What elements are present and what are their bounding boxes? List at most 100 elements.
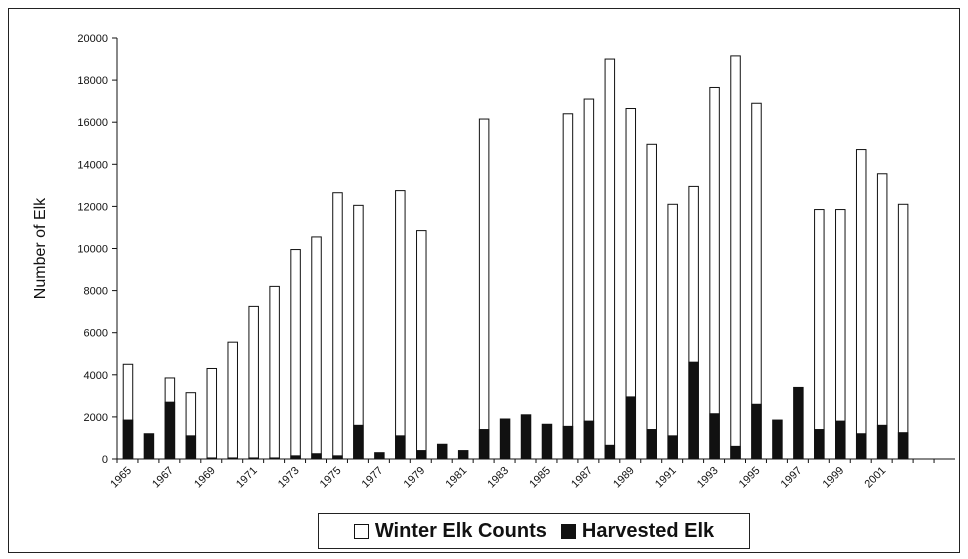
bar-harvested-elk [584,421,594,459]
legend-swatch-harvested [561,524,576,539]
bar-winter-elk-count [291,250,301,459]
y-tick-label: 10000 [77,244,108,256]
legend-label-winter: Winter Elk Counts [375,520,547,543]
bar-harvested-elk [731,446,741,459]
bar-winter-elk-count [228,342,238,459]
bar-winter-elk-count [877,174,887,459]
bar-winter-elk-count [333,193,343,459]
bar-winter-elk-count [270,286,280,459]
y-axis: 0200040006000800010000120001400016000180… [77,33,117,466]
bar-winter-elk-count [898,204,908,459]
bar-harvested-elk [375,453,385,459]
bar-harvested-elk [354,425,364,459]
bar-harvested-elk [479,430,489,459]
bars [123,56,908,459]
bar-winter-elk-count [563,114,573,459]
legend-swatch-winter [354,524,369,539]
x-tick-label: 1973 [276,465,302,491]
x-tick-label: 1995 [737,465,763,491]
y-axis-label: Number of Elk [32,197,49,299]
x-tick-label: 1991 [653,465,679,491]
bar-harvested-elk [144,434,154,459]
bar-harvested-elk [249,458,258,459]
x-tick-label: 1969 [192,465,218,491]
x-tick-label: 1979 [402,465,428,491]
y-tick-label: 16000 [77,117,108,129]
bar-harvested-elk [856,434,866,459]
bar-winter-elk-count [417,231,427,459]
bar-harvested-elk [877,425,887,459]
bar-harvested-elk [228,458,238,459]
bar-harvested-elk [626,397,636,459]
x-axis: 1965 1967 1969 1971 1973 1975 1977 1979 1981 1983… [108,459,955,490]
bar-harvested-elk [563,426,573,459]
bar-winter-elk-count [731,56,741,459]
x-tick-label: 1977 [360,465,386,491]
y-tick-label: 4000 [84,370,108,382]
bar-harvested-elk [500,419,510,459]
bar-harvested-elk [396,436,406,459]
x-tick-label: 1987 [569,465,595,491]
x-tick-label: 1997 [779,465,805,491]
bar-winter-elk-count [249,306,258,459]
bar-harvested-elk [773,420,783,459]
x-tick-label: 1993 [695,465,721,491]
bar-harvested-elk [333,456,343,459]
bar-winter-elk-count [815,210,825,459]
bar-harvested-elk [794,387,804,459]
y-tick-label: 2000 [84,412,108,424]
x-tick-label: 2001 [862,465,888,491]
bar-winter-elk-count [584,99,594,459]
x-tick-label: 1985 [527,465,553,491]
bar-harvested-elk [689,362,699,459]
x-tick-label: 1983 [485,465,511,491]
bar-harvested-elk [270,458,280,459]
bar-harvested-elk [312,454,322,459]
x-tick-label: 1965 [108,465,134,491]
bar-harvested-elk [898,433,908,459]
y-tick-label: 20000 [77,33,108,45]
bar-harvested-elk [710,414,720,459]
bar-winter-elk-count [668,204,678,459]
x-tick-label: 1981 [443,465,469,491]
x-tick-label: 1975 [318,465,344,491]
bar-harvested-elk [668,436,678,459]
legend-item-winter: Winter Elk Counts [354,520,547,543]
x-tick-label: 1971 [234,465,260,491]
bar-harvested-elk [123,420,133,459]
bar-winter-elk-count [207,368,217,459]
bar-winter-elk-count [710,87,720,459]
bar-harvested-elk [521,415,531,459]
bar-harvested-elk [207,458,217,459]
bar-harvested-elk [542,424,552,459]
x-tick-label: 1967 [150,465,176,491]
legend-label-harvested: Harvested Elk [582,520,714,543]
y-tick-label: 18000 [77,75,108,87]
bar-harvested-elk [647,430,657,459]
y-tick-label: 6000 [84,328,108,340]
y-tick-label: 8000 [84,286,108,298]
y-tick-label: 14000 [77,159,108,171]
legend: Winter Elk Counts Harvested Elk [318,513,750,549]
bar-harvested-elk [458,451,468,459]
bar-harvested-elk [186,436,196,459]
y-tick-label: 12000 [77,201,108,213]
bar-winter-elk-count [647,144,657,459]
x-tick-label: 1989 [611,465,637,491]
x-tick-label: 1999 [821,465,847,491]
bar-harvested-elk [752,404,762,459]
bar-winter-elk-count [605,59,615,459]
bar-winter-elk-count [856,150,866,459]
bar-winter-elk-count [354,205,364,459]
bar-harvested-elk [815,430,825,459]
bar-harvested-elk [291,456,301,459]
bar-harvested-elk [836,421,846,459]
bar-winter-elk-count [312,237,322,459]
bar-harvested-elk [417,451,427,459]
bar-winter-elk-count [479,119,489,459]
legend-item-harvested: Harvested Elk [561,520,714,543]
bar-harvested-elk [605,445,615,459]
bar-winter-elk-count [396,191,406,459]
bar-harvested-elk [165,402,175,459]
